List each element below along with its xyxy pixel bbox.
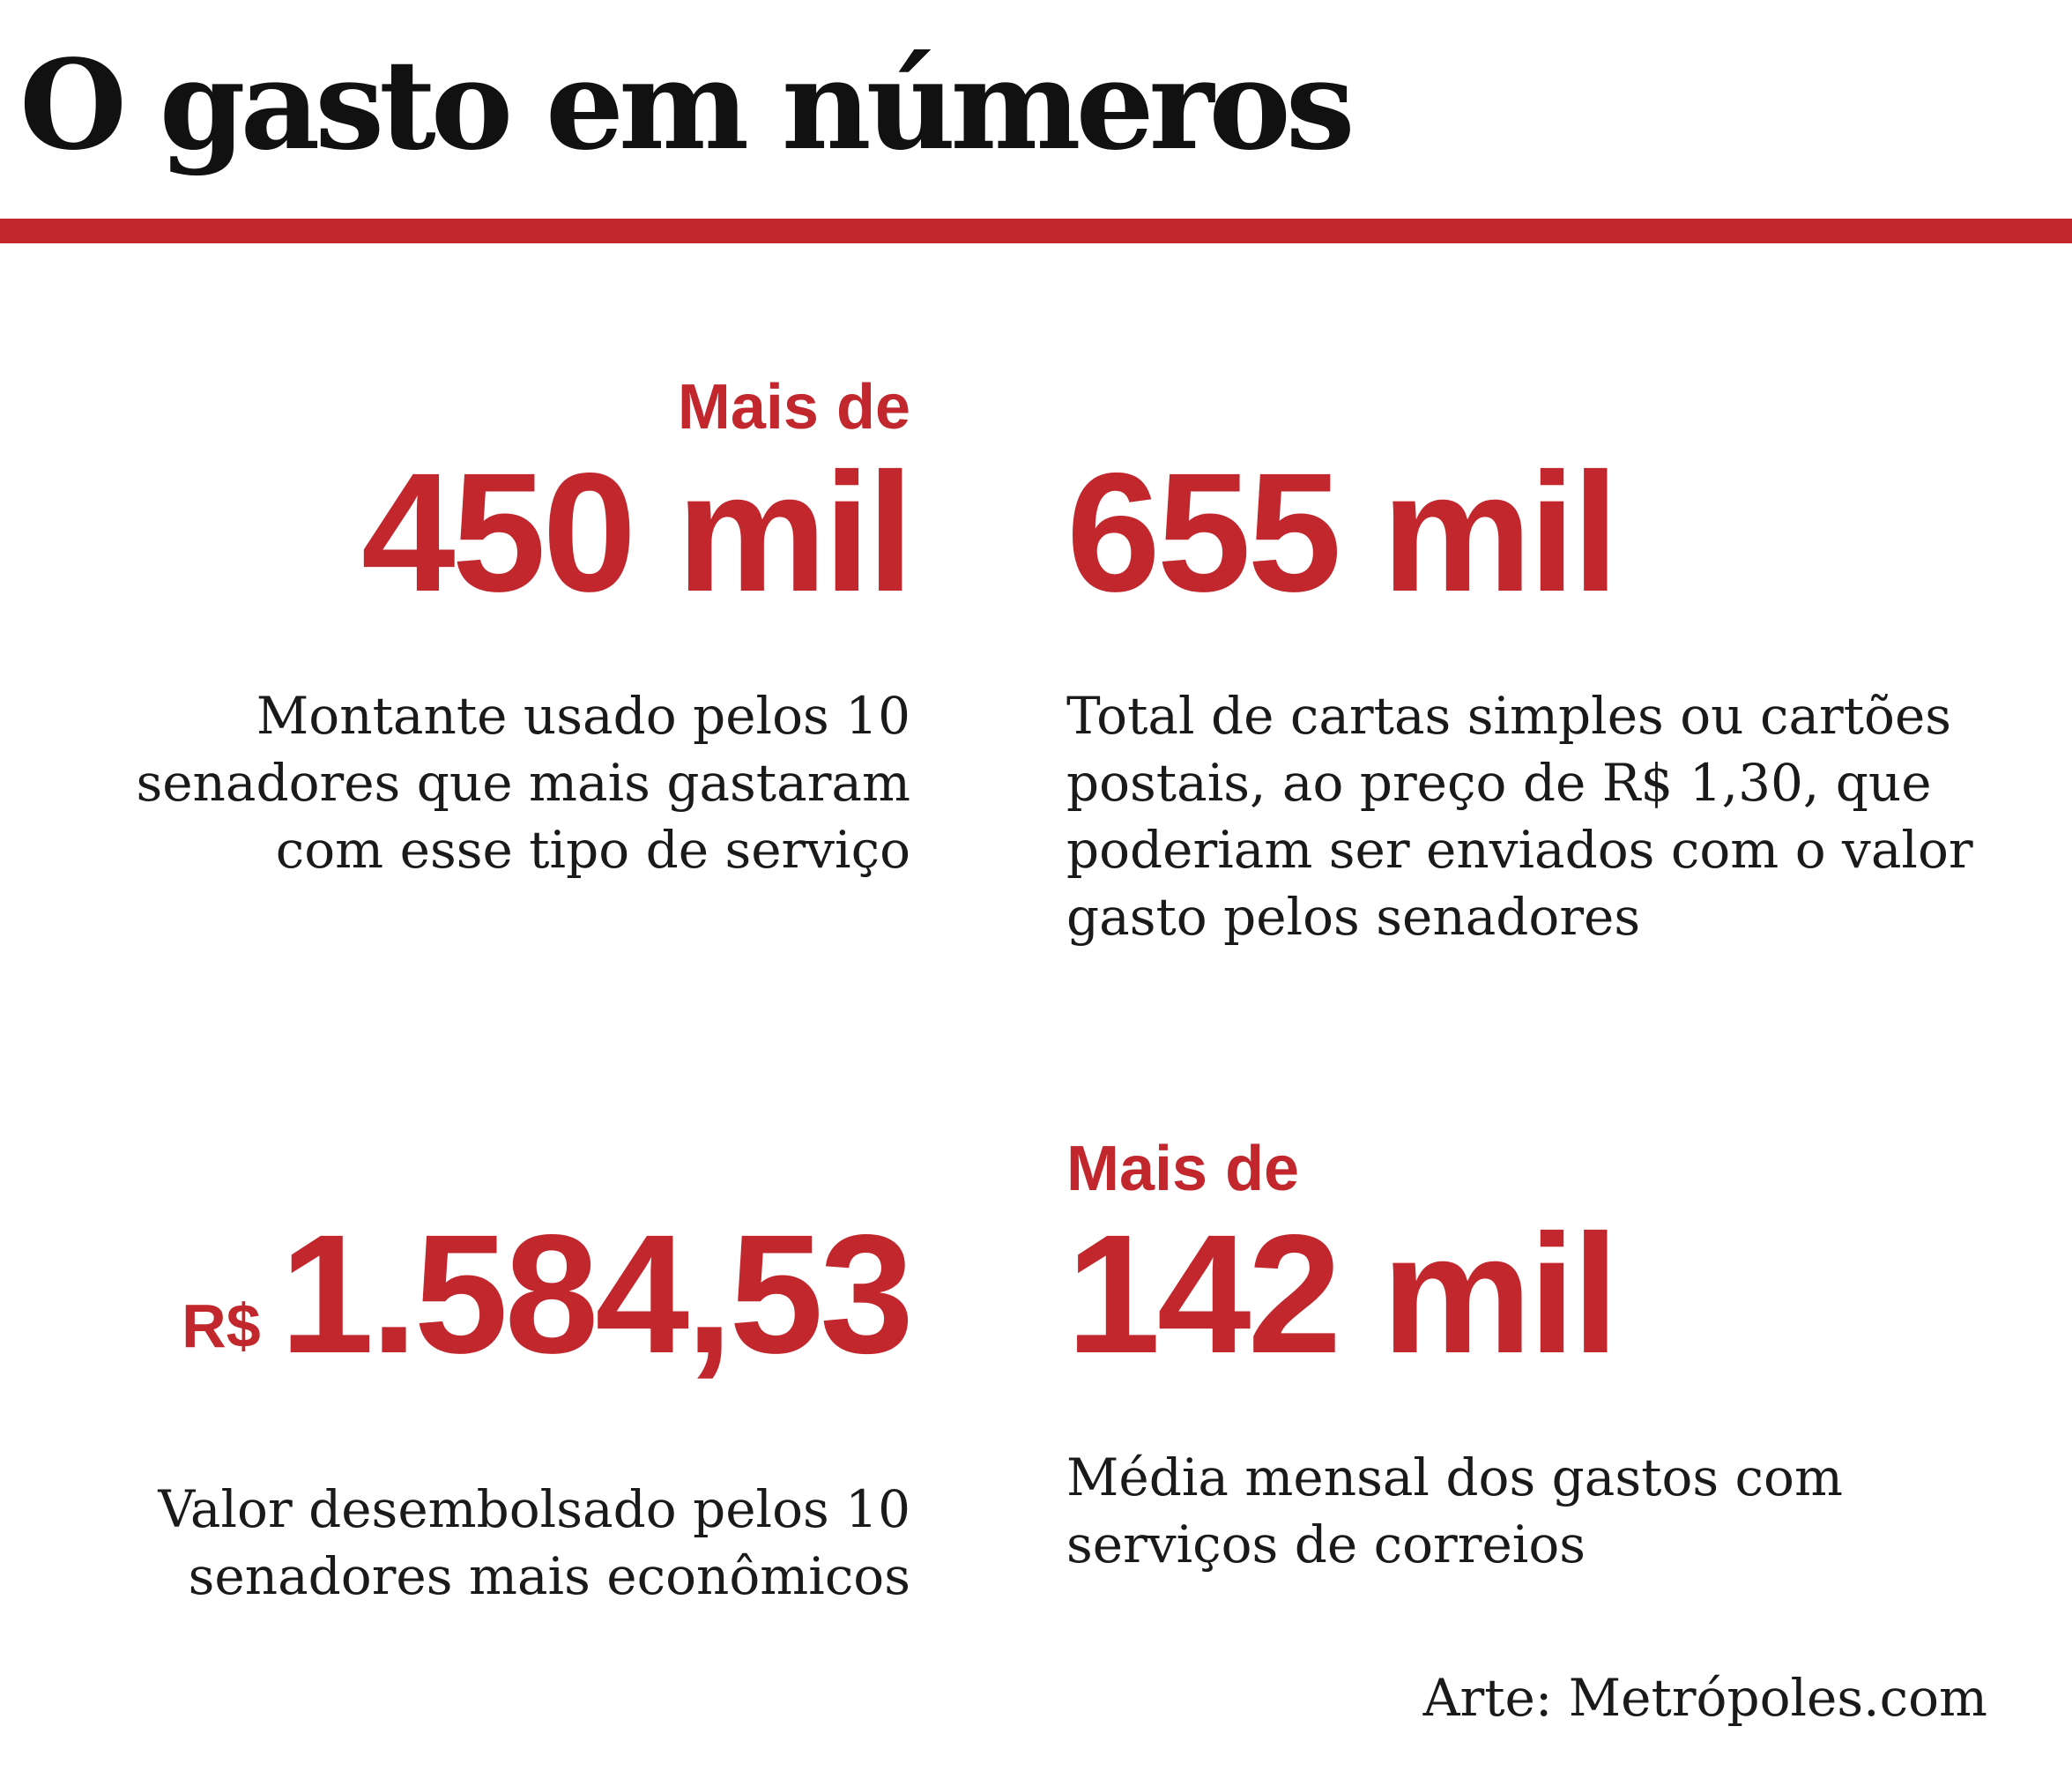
stat-block-3: R$ 1.584,53 Valor desembolsado pelos 10 s… [158, 1206, 914, 1610]
stat-value: 1.584,53 [279, 1199, 914, 1388]
stat-description-line: senadores mais econômicos [188, 1546, 910, 1606]
stat-description-line: postais, ao preço de R$ 1,30, que [1066, 753, 1932, 813]
stat-description-line: Total de cartas simples ou cartões [1066, 686, 1952, 746]
stat-block-1: Mais de 450 mil Montante usado pelos 10 … [136, 370, 914, 883]
stat-description-line: poderiam ser enviados com o valor [1066, 820, 1973, 880]
credit-text: Arte: Metrópoles.com [1422, 1668, 1987, 1728]
stat-description: Valor desembolsado pelos 10 senadores ma… [158, 1476, 910, 1610]
stat-description-line: gasto pelos senadores [1066, 887, 1641, 947]
stat-value: 142 mil [1066, 1199, 1619, 1388]
stat-description-line: serviços de correios [1066, 1514, 1586, 1574]
stat-value-row: R$ 1.584,53 [158, 1206, 914, 1414]
stat-prefix: Mais de [677, 372, 910, 443]
stat-description-line: Média mensal dos gastos com [1066, 1447, 1843, 1507]
page-title: O gasto em números [19, 33, 1355, 178]
stat-description: Média mensal dos gastos com serviços de … [1066, 1444, 1843, 1578]
stat-description-line: Valor desembolsado pelos 10 [158, 1479, 910, 1539]
stat-description-line: com esse tipo de serviço [275, 820, 910, 880]
stat-currency: R$ [182, 1291, 261, 1360]
stat-description-line: Montante usado pelos 10 [256, 686, 910, 746]
stat-value: 655 mil [1066, 437, 1619, 627]
stat-description: Montante usado pelos 10 senadores que ma… [136, 682, 910, 883]
stat-description-line: senadores que mais gastaram [136, 753, 910, 813]
stat-block-4: Mais de 142 mil Média mensal dos gastos … [1066, 1132, 1843, 1578]
stat-value: 450 mil [360, 437, 914, 627]
stat-block-2: 655 mil Total de cartas simples ou cartõ… [1066, 444, 1973, 950]
stat-description: Total de cartas simples ou cartões posta… [1066, 682, 1973, 950]
red-divider [0, 219, 2072, 243]
stat-prefix: Mais de [1066, 1134, 1300, 1204]
